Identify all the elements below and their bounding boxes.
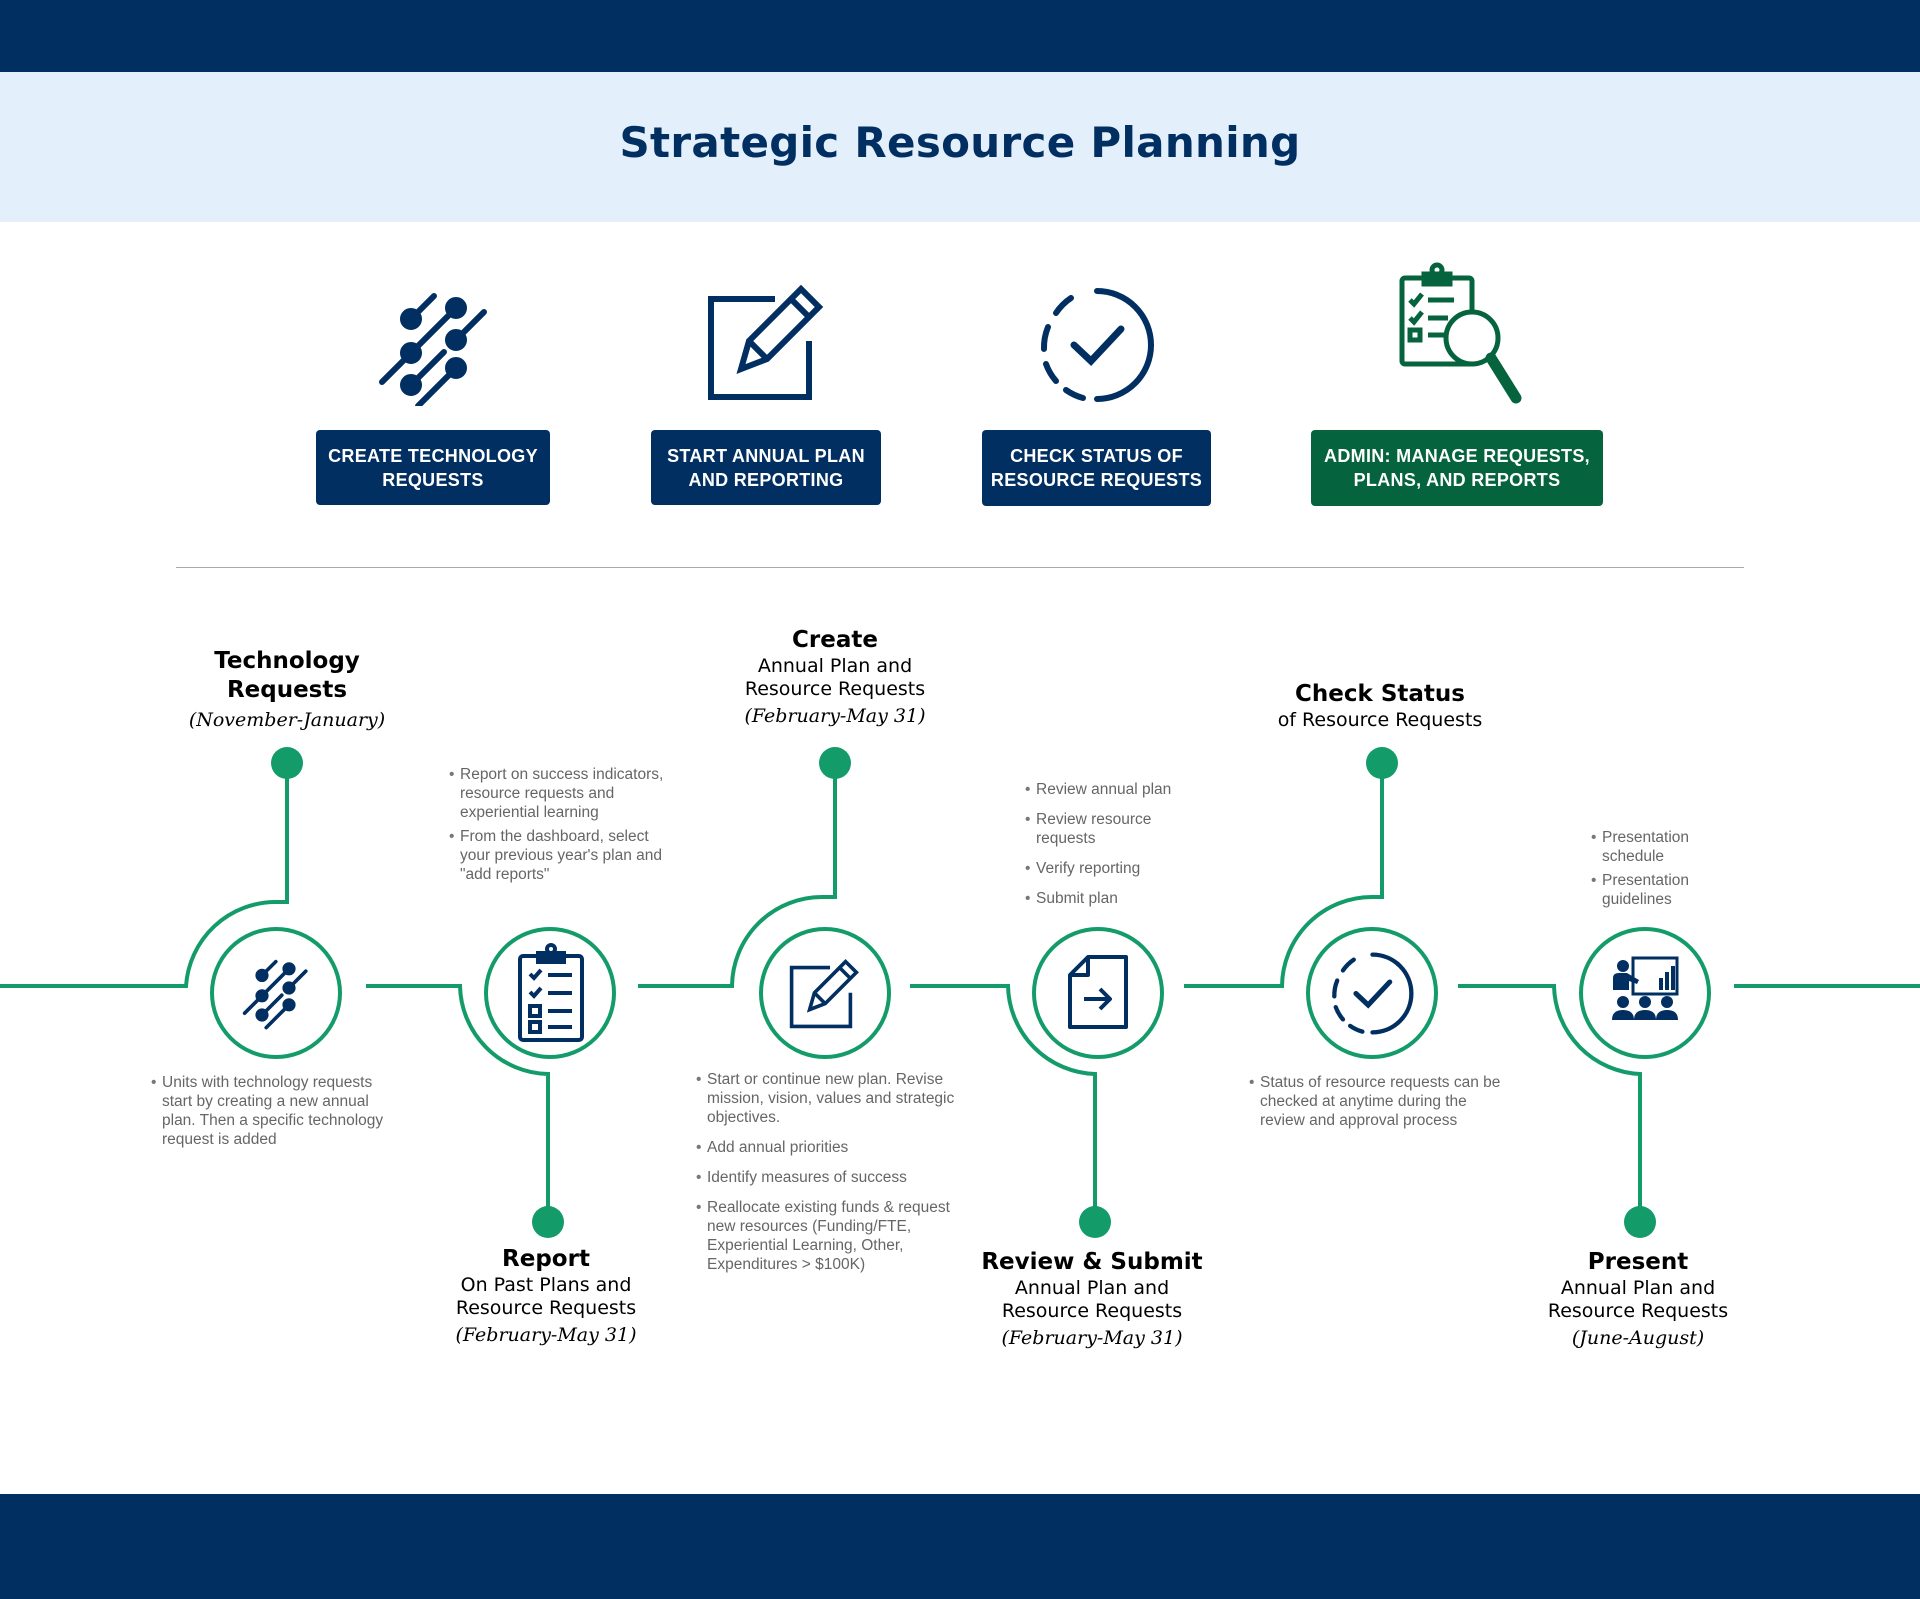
stage-subtitle: Annual Plan and Resource Requests — [1547, 1277, 1729, 1322]
clipboard-checklist-icon — [518, 943, 584, 1042]
stage-heading: Review & Submit — [981, 1249, 1203, 1275]
list-item: Review resource requests — [1025, 810, 1205, 848]
stage-subtitle: Annual Plan and Resource Requests — [1001, 1277, 1183, 1322]
list-item: Presentation guidelines — [1591, 871, 1721, 909]
timeline-dot-report — [532, 1206, 564, 1238]
stage-circle-review — [1032, 927, 1164, 1059]
stage-heading: Report — [502, 1246, 590, 1272]
bottom-banner — [0, 1494, 1920, 1599]
stage-heading: Technology Requests — [214, 648, 360, 703]
stage-subtitle: of Resource Requests — [1277, 709, 1483, 731]
stage-subtitle: On Past Plans and Resource Requests — [455, 1274, 637, 1319]
list-item: Start or continue new plan. Revise missi… — [696, 1070, 966, 1127]
stage-title-report: Report On Past Plans and Resource Reques… — [420, 1245, 672, 1347]
presentation-icon — [1612, 956, 1679, 1020]
list-item: Add annual priorities — [696, 1138, 966, 1157]
list-item: Identify measures of success — [696, 1168, 966, 1187]
stage-heading: Create — [792, 627, 878, 653]
list-item: Report on success indicators, resource r… — [449, 765, 671, 822]
stage-dates: (June-August) — [1571, 1327, 1705, 1349]
stage-title-review: Review & Submit Annual Plan and Resource… — [968, 1248, 1216, 1350]
list-item: Units with technology requests start by … — [151, 1073, 403, 1149]
stage-dates: (February-May 31) — [1001, 1327, 1183, 1349]
check-status-icon — [1332, 952, 1414, 1035]
timeline-dot-review — [1079, 1206, 1111, 1238]
list-item: Reallocate existing funds & request new … — [696, 1198, 966, 1274]
stage-dates: (February-May 31) — [744, 705, 926, 727]
start-annual-plan-button[interactable]: START ANNUAL PLAN AND REPORTING — [651, 430, 881, 505]
circuit-icon — [379, 293, 487, 406]
admin-manage-button[interactable]: ADMIN: MANAGE REQUESTS, PLANS, AND REPOR… — [1311, 430, 1603, 506]
check-status-button[interactable]: CHECK STATUS OF RESOURCE REQUESTS — [982, 430, 1211, 506]
timeline-dot-check — [1366, 747, 1398, 779]
check-status-icon — [1041, 288, 1154, 402]
stage-bullets-check: Status of resource requests can be check… — [1249, 1073, 1501, 1141]
list-item: Status of resource requests can be check… — [1249, 1073, 1501, 1130]
stage-heading: Present — [1587, 1249, 1689, 1275]
document-submit-icon — [1068, 955, 1128, 1029]
stage-subtitle: Annual Plan and Resource Requests — [744, 655, 926, 700]
stage-bullets-create: Start or continue new plan. Revise missi… — [696, 1070, 966, 1285]
edit-icon — [789, 959, 859, 1029]
timeline-dot-technology — [271, 747, 303, 779]
title-band — [0, 72, 1920, 222]
clipboard-search-icon — [1399, 262, 1522, 404]
stage-circle-technology — [210, 927, 342, 1059]
stage-title-present: Present Annual Plan and Resource Request… — [1520, 1248, 1756, 1350]
stage-bullets-report: Report on success indicators, resource r… — [449, 765, 671, 889]
stage-dates: (February-May 31) — [455, 1324, 637, 1346]
list-item: Review annual plan — [1025, 780, 1205, 799]
stage-circle-check — [1306, 927, 1438, 1059]
stage-circle-create — [759, 927, 891, 1059]
list-item: Presentation schedule — [1591, 828, 1721, 866]
stage-title-check: Check Status of Resource Requests — [1245, 680, 1515, 732]
stage-dates: (November-January) — [188, 709, 386, 731]
create-technology-requests-button[interactable]: CREATE TECHNOLOGY REQUESTS — [316, 430, 550, 505]
section-divider — [176, 567, 1744, 568]
edit-icon — [708, 284, 824, 400]
circuit-icon — [242, 959, 308, 1030]
top-banner — [0, 0, 1920, 72]
list-item: From the dashboard, select your previous… — [449, 827, 671, 884]
list-item: Verify reporting — [1025, 859, 1205, 878]
stage-bullets-present: Presentation schedule Presentation guide… — [1591, 828, 1721, 914]
stage-bullets-technology: Units with technology requests start by … — [151, 1073, 403, 1160]
list-item: Submit plan — [1025, 889, 1205, 908]
timeline-dot-present — [1624, 1206, 1656, 1238]
timeline-path — [0, 763, 1920, 1222]
stage-title-create: Create Annual Plan and Resource Requests… — [710, 626, 960, 728]
stage-bullets-review: Review annual plan Review resource reque… — [1025, 780, 1205, 919]
stage-heading: Check Status — [1295, 681, 1465, 707]
stage-title-technology: Technology Requests (November-January) — [157, 647, 417, 732]
page-title: Strategic Resource Planning — [619, 118, 1301, 167]
timeline-dot-create — [819, 747, 851, 779]
